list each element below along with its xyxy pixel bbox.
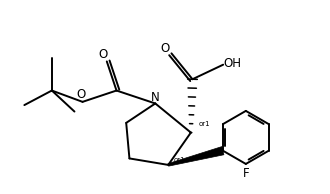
Text: or1: or1 bbox=[199, 120, 210, 126]
Text: F: F bbox=[243, 167, 249, 180]
Text: N: N bbox=[151, 91, 160, 104]
Text: OH: OH bbox=[223, 57, 241, 70]
Text: or1: or1 bbox=[174, 157, 185, 163]
Text: O: O bbox=[98, 48, 108, 61]
Text: O: O bbox=[160, 42, 170, 55]
Text: O: O bbox=[76, 88, 85, 101]
Polygon shape bbox=[168, 147, 224, 166]
